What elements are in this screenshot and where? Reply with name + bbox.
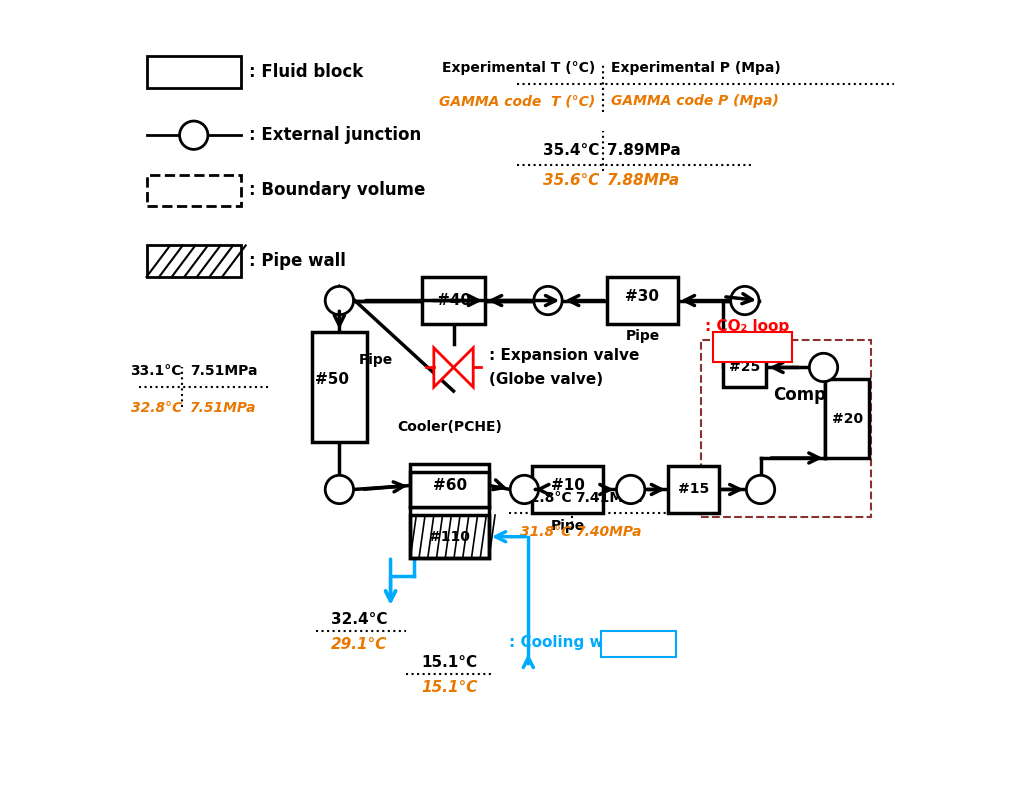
Text: 29.1°C: 29.1°C (331, 637, 387, 652)
Text: #15: #15 (678, 483, 710, 496)
Bar (701, 340, 871, 517)
Text: #110: #110 (429, 530, 470, 544)
Text: 35.4°C: 35.4°C (542, 144, 599, 159)
Bar (723, 348, 766, 387)
Text: 35.6°C: 35.6°C (542, 173, 599, 188)
Text: 33.1°C: 33.1°C (130, 363, 182, 378)
Text: : Pipe wall: : Pipe wall (249, 252, 346, 270)
Text: : Boundary volume: : Boundary volume (249, 182, 426, 199)
Bar (532, 466, 603, 513)
Circle shape (747, 476, 775, 504)
Text: : External junction: : External junction (249, 126, 421, 145)
Text: Experimental P (Mpa): Experimental P (Mpa) (611, 62, 781, 75)
Bar (147, 246, 241, 277)
Text: Experimental T (°C): Experimental T (°C) (442, 62, 595, 75)
Text: 2.17 kg/s: 2.17 kg/s (714, 340, 791, 355)
Text: 7.88MPa: 7.88MPa (607, 173, 680, 188)
Text: #10: #10 (551, 478, 585, 493)
Bar (410, 515, 489, 559)
Bar (410, 472, 489, 559)
Polygon shape (453, 348, 473, 387)
Bar (312, 332, 367, 442)
Text: #20: #20 (832, 412, 863, 426)
Circle shape (325, 476, 353, 504)
FancyBboxPatch shape (601, 631, 677, 657)
Text: : Fluid block: : Fluid block (249, 63, 363, 81)
Text: 7.40MPa: 7.40MPa (575, 525, 643, 539)
Text: 31.8°C: 31.8°C (521, 525, 571, 539)
Text: Pipe: Pipe (551, 519, 585, 532)
Bar (668, 466, 719, 513)
Text: : CO₂ loop: : CO₂ loop (706, 319, 789, 334)
Text: #25: #25 (729, 360, 760, 374)
Text: #50: #50 (314, 372, 348, 387)
Text: 7.51MPa: 7.51MPa (190, 363, 257, 378)
Text: 0.10 kg/s: 0.10 kg/s (599, 637, 678, 652)
Bar (607, 277, 678, 324)
Text: 15.1°C: 15.1°C (421, 680, 478, 695)
Bar (147, 175, 241, 206)
Polygon shape (434, 348, 453, 387)
Text: 7.89MPa: 7.89MPa (607, 144, 681, 159)
Text: Pipe: Pipe (625, 329, 660, 343)
Text: Cooler(PCHE): Cooler(PCHE) (397, 420, 502, 435)
Text: 7.41MPa: 7.41MPa (575, 491, 643, 506)
Circle shape (180, 121, 208, 149)
Text: GAMMA code P (Mpa): GAMMA code P (Mpa) (611, 94, 779, 108)
Text: 15.1°C: 15.1°C (421, 655, 477, 670)
Text: #30: #30 (625, 289, 659, 304)
Text: 7.51MPa: 7.51MPa (190, 401, 256, 416)
Text: Pipe: Pipe (359, 352, 394, 367)
Text: : Expansion valve: : Expansion valve (489, 348, 639, 363)
Text: (Globe valve): (Globe valve) (489, 372, 603, 387)
Bar (825, 379, 869, 458)
Bar (410, 464, 489, 507)
Circle shape (730, 286, 759, 314)
Circle shape (325, 286, 353, 314)
Text: Comp: Comp (774, 386, 826, 404)
Circle shape (510, 476, 538, 504)
Circle shape (809, 353, 838, 382)
Bar (147, 57, 241, 88)
Text: 31.8°C: 31.8°C (520, 491, 571, 506)
Circle shape (617, 476, 645, 504)
Text: GAMMA code  T (°C): GAMMA code T (°C) (439, 94, 595, 108)
Circle shape (534, 286, 562, 314)
FancyBboxPatch shape (714, 332, 792, 362)
Text: 32.8°C: 32.8°C (131, 401, 182, 416)
Text: : Cooling water: : Cooling water (508, 635, 638, 650)
Text: 32.4°C: 32.4°C (331, 612, 387, 626)
Text: #60: #60 (433, 478, 467, 493)
Bar (422, 277, 486, 324)
Text: #40: #40 (437, 293, 470, 308)
